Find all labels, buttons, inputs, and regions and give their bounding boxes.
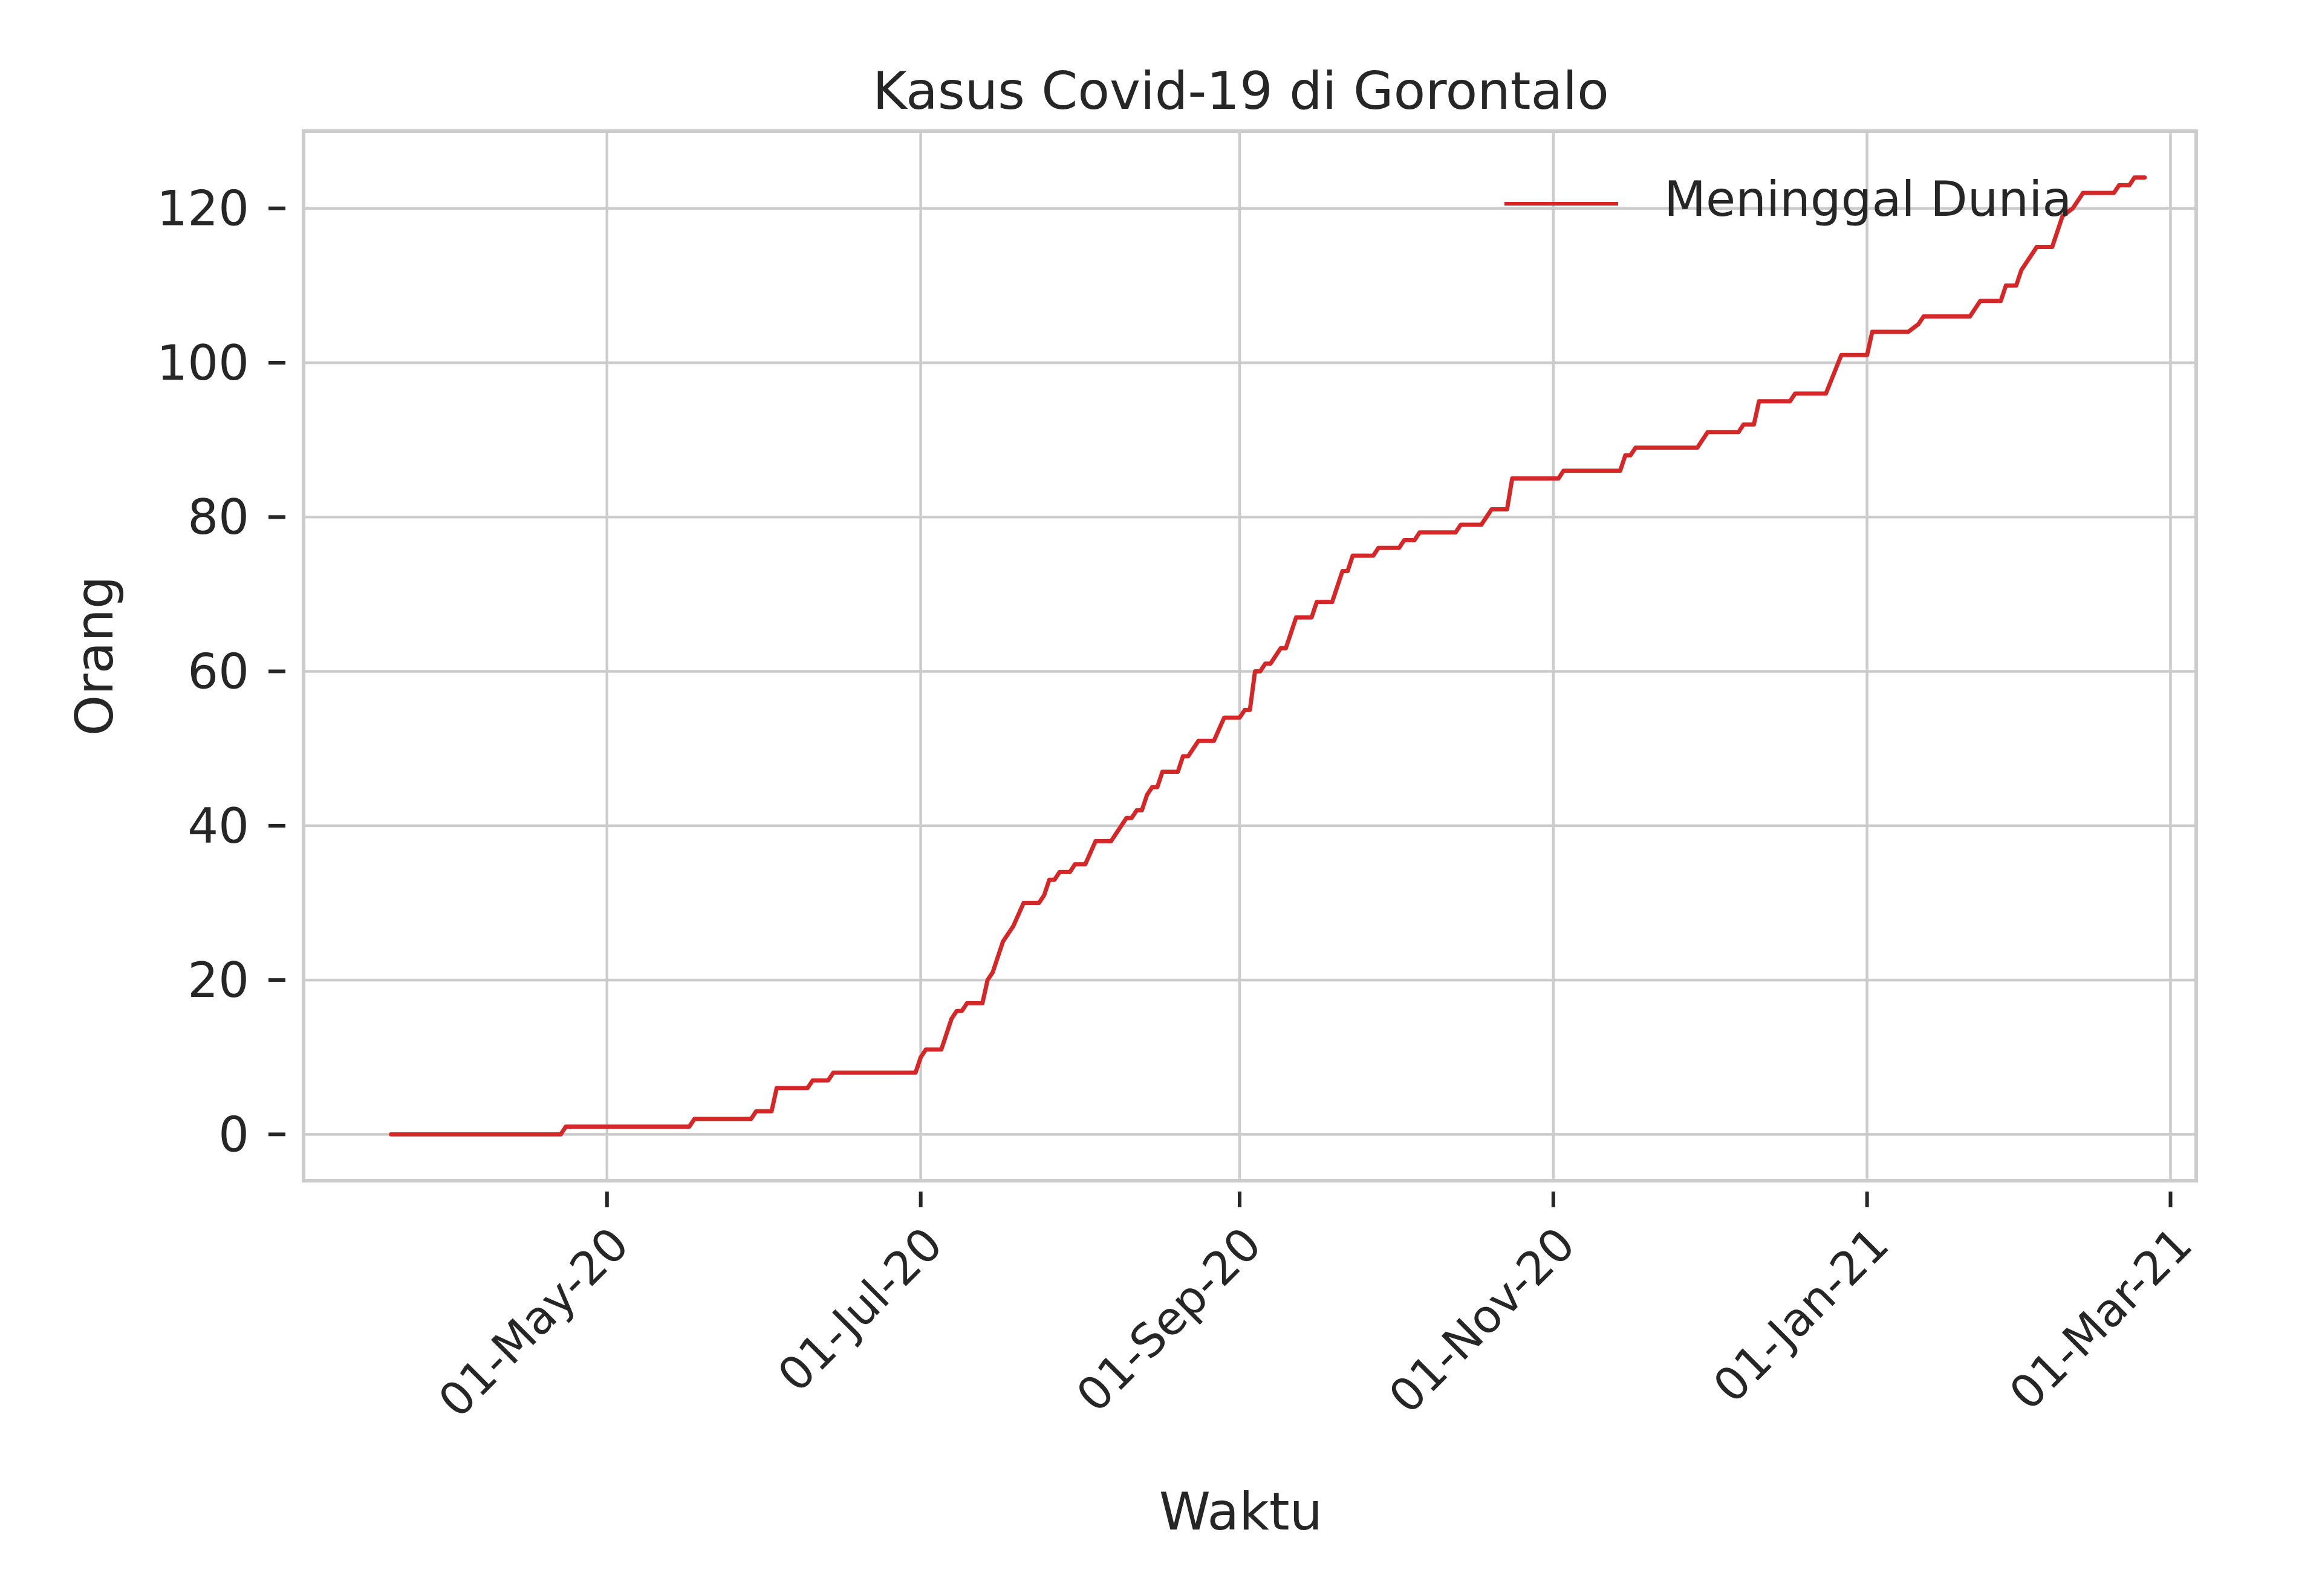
legend: Meninggal Dunia <box>1504 171 2072 227</box>
y-axis-label: Orang <box>65 576 125 736</box>
plot-area <box>304 131 2196 1181</box>
y-tick-label: 80 <box>187 489 249 545</box>
series-line-meninggal-dunia <box>389 175 2147 1137</box>
y-tick-label: 40 <box>187 798 249 854</box>
legend-label-meninggal-dunia: Meninggal Dunia <box>1664 171 2072 227</box>
grid-lines <box>304 131 2196 1181</box>
y-tick-label: 20 <box>187 952 249 1008</box>
x-axis-label: Waktu <box>1159 1482 1322 1542</box>
axes-frame <box>302 129 2198 1182</box>
series-group <box>389 175 2147 1137</box>
y-axis-ticks: 0 20 40 60 80 100 120 <box>157 181 285 1163</box>
chart-title: Kasus Covid-19 di Gorontalo <box>873 61 1608 122</box>
y-tick-label: 120 <box>157 181 249 237</box>
y-tick-label: 100 <box>157 335 249 391</box>
y-tick-label: 60 <box>187 644 249 700</box>
y-tick-label: 0 <box>218 1106 249 1163</box>
